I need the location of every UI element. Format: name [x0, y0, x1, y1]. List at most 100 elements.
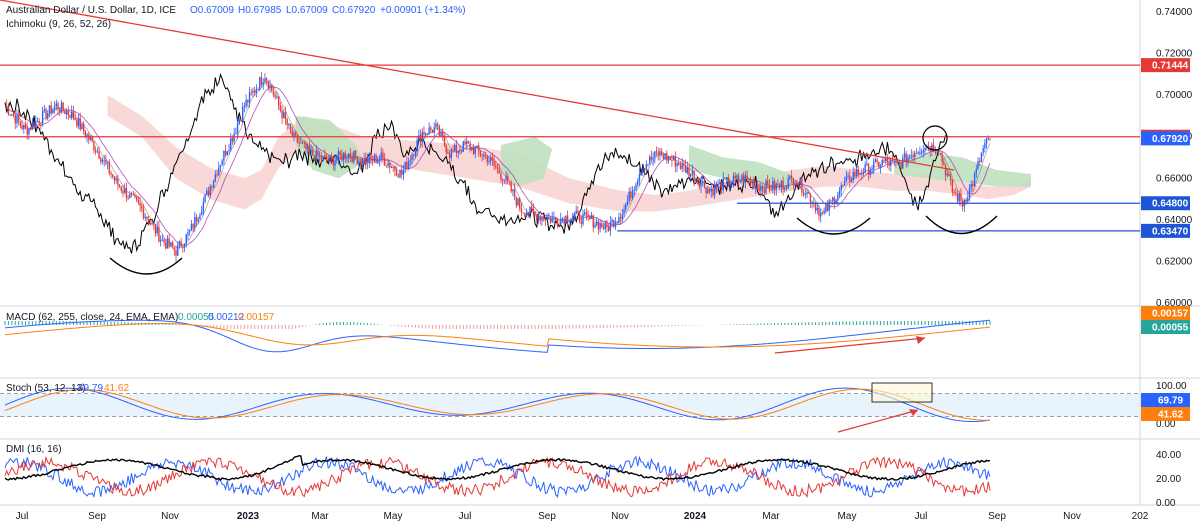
candle-body [683, 163, 685, 166]
candle-body [560, 218, 562, 226]
candle-body [939, 153, 942, 155]
candle-body [221, 160, 223, 166]
macd-pane[interactable] [4, 319, 991, 354]
candle-body [655, 151, 658, 153]
dmi-pane[interactable] [4, 454, 991, 499]
candle-body [874, 159, 877, 163]
price-label-text: 0.63470 [1152, 226, 1189, 237]
candle-body [616, 221, 618, 223]
candle-body [507, 176, 509, 182]
candle-body [980, 152, 983, 163]
candle-body [920, 151, 923, 153]
candle-body [731, 182, 733, 185]
candle-body [380, 152, 382, 159]
candle-body [524, 213, 526, 217]
candle-body [486, 155, 488, 163]
candle-body [433, 127, 435, 133]
candle-body [705, 188, 707, 194]
candle-body [686, 167, 689, 173]
candle-body [139, 202, 141, 206]
candle-body [633, 189, 636, 191]
price-tick-label: 0.66000 [1156, 173, 1193, 184]
candle-body [277, 96, 280, 106]
candle-body [703, 181, 706, 189]
candle-body [830, 200, 832, 202]
candle-body [93, 141, 95, 151]
candle-body [440, 132, 442, 137]
candle-body [288, 123, 290, 126]
candle-body [349, 153, 352, 158]
time-tick-label: Sep [88, 511, 106, 522]
candle-body [553, 217, 555, 219]
candle-body [987, 138, 989, 140]
candle-body [257, 89, 259, 91]
candle-body [888, 161, 890, 166]
candle-body [368, 155, 370, 164]
candle-body [570, 218, 572, 222]
candle-body [985, 138, 988, 144]
candle-body [768, 185, 771, 190]
candle-body [445, 145, 447, 153]
candle-body [520, 208, 523, 213]
candle-body [635, 184, 637, 190]
candle-body [348, 153, 350, 158]
candle-body [53, 106, 56, 110]
main-price-pane[interactable] [0, 0, 1140, 275]
candle-body [729, 184, 731, 186]
candle-body [108, 162, 111, 173]
stoch-pane[interactable] [0, 382, 1140, 433]
candle-body [628, 191, 630, 201]
indicator-ichimoku-label: Ichimoku (9, 26, 52, 26) [6, 19, 111, 30]
candle-body [325, 156, 328, 161]
candle-body [501, 179, 504, 181]
time-tick-label: 2023 [237, 511, 260, 522]
candle-body [589, 216, 591, 219]
candle-body [192, 223, 194, 229]
candle-body [466, 141, 468, 145]
candle-body [970, 183, 972, 188]
candle-body [594, 224, 596, 228]
candle-body [861, 173, 863, 175]
candle-body [129, 193, 131, 198]
candle-body [929, 148, 931, 152]
candle-body [233, 133, 235, 142]
candle-body [223, 150, 225, 161]
candle-body [471, 147, 473, 150]
candle-body [190, 223, 193, 231]
candle-body [105, 159, 107, 164]
candle-body [512, 189, 514, 192]
candle-body [45, 109, 47, 119]
macd-value-box [1141, 320, 1190, 334]
candle-body [23, 124, 25, 130]
candle-body [828, 200, 830, 211]
candle-body [558, 224, 560, 226]
candle-body [177, 245, 179, 256]
candle-body [308, 145, 311, 152]
candle-body [821, 212, 824, 214]
candle-body [296, 135, 299, 143]
candle-body [645, 164, 647, 170]
stoch-value-box [1141, 393, 1190, 407]
candle-body [238, 120, 240, 124]
candle-body [743, 175, 745, 183]
candle-body [496, 167, 499, 169]
candle-body [330, 156, 333, 159]
candle-body [866, 163, 868, 165]
candle-body [24, 124, 27, 129]
candle-body [503, 179, 506, 181]
candle-body [59, 109, 61, 112]
candle-body [67, 111, 69, 115]
candle-body [147, 219, 150, 224]
time-tick-label: Jul [915, 511, 928, 522]
candle-body [106, 162, 109, 164]
candle-body [905, 153, 907, 163]
candle-body [158, 227, 160, 242]
candle-body [327, 160, 329, 162]
candle-body [840, 185, 842, 191]
candle-body [11, 114, 13, 116]
candle-body [770, 189, 772, 191]
candle-body [100, 158, 102, 162]
candle-body [640, 172, 642, 175]
candle-body [790, 176, 793, 179]
